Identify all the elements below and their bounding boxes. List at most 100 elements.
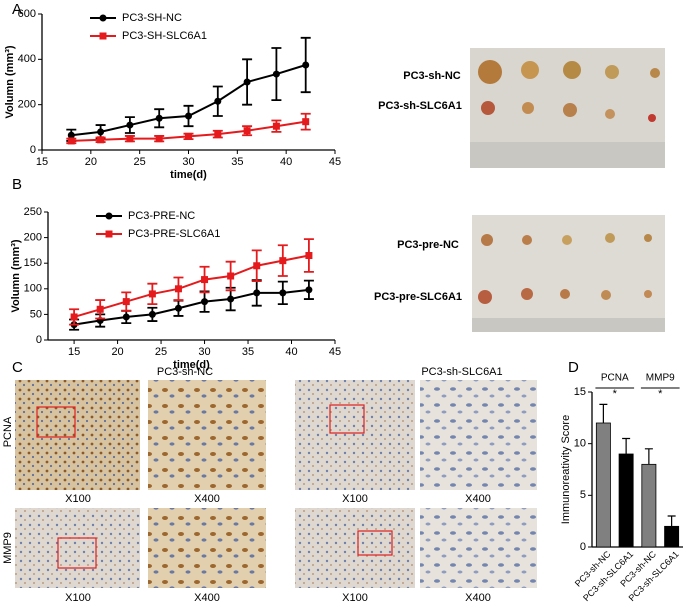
marker [67, 137, 75, 145]
marker [214, 130, 222, 138]
marker [302, 61, 310, 69]
y-axis-label: Volumn (mm³) [10, 239, 22, 312]
y-tick-label: 400 [18, 53, 36, 65]
marker [126, 121, 134, 129]
y-axis-label: Immunoreativity Score [560, 415, 572, 524]
y-tick-label: 600 [18, 8, 36, 20]
marker [305, 286, 313, 294]
marker [97, 136, 105, 144]
marker [214, 97, 222, 105]
magnification: X100 [65, 493, 91, 505]
y-tick-label: 200 [24, 232, 42, 244]
marker [253, 289, 261, 297]
legend-marker [105, 230, 113, 238]
row-label: MMP9 [2, 532, 14, 564]
x-tick-label: 35 [242, 346, 254, 358]
x-tick-label: 30 [182, 156, 194, 168]
x-axis-label: time(d) [173, 359, 210, 371]
marker [201, 276, 209, 284]
photo-label: PC3-sh-NC [403, 70, 461, 82]
column-label: PC3-sh-SLC6A1 [421, 366, 502, 378]
bar [641, 463, 657, 548]
y-tick-label: 5 [580, 489, 586, 501]
magnification: X100 [65, 592, 91, 604]
legend-marker [99, 14, 107, 22]
significance-mark: * [658, 388, 663, 400]
marker [272, 122, 280, 130]
x-tick-label: 45 [329, 156, 341, 168]
legend-marker [105, 212, 113, 220]
y-tick-label: 150 [24, 257, 42, 269]
marker [243, 78, 251, 86]
marker [148, 290, 156, 298]
y-tick-label: 250 [24, 206, 42, 218]
marker [70, 313, 78, 321]
photo-label: PC3-sh-SLC6A1 [378, 100, 462, 112]
y-tick-label: 15 [574, 386, 586, 398]
marker [201, 298, 209, 306]
marker [148, 310, 156, 318]
panel-label: A [12, 1, 22, 18]
series-line [73, 254, 310, 318]
marker [185, 132, 192, 140]
marker [97, 128, 105, 136]
marker [272, 70, 280, 78]
x-axis-label: time(d) [170, 169, 207, 181]
y-tick-label: 0 [36, 334, 42, 346]
error-bar [644, 448, 653, 465]
group-label: PCNA [601, 373, 629, 384]
marker [185, 112, 192, 120]
y-axis-label: Volumn (mm³) [4, 45, 16, 118]
magnification: X400 [194, 592, 220, 604]
magnification: X400 [465, 592, 491, 604]
x-tick-label: 35 [231, 156, 243, 168]
tumor-photo [472, 215, 665, 332]
y-tick-label: 200 [18, 99, 36, 111]
y-tick-label: 50 [30, 308, 42, 320]
x-tick-label: 20 [111, 346, 123, 358]
x-tick-label: 40 [280, 156, 292, 168]
row-label: PCNA [2, 416, 14, 447]
bar [618, 453, 634, 548]
magnification: X100 [342, 592, 368, 604]
marker [155, 114, 163, 122]
marker [67, 131, 75, 139]
marker [305, 252, 313, 260]
legend-label: PC3-SH-NC [122, 12, 182, 24]
marker [227, 295, 235, 303]
x-tick-label: 15 [36, 156, 48, 168]
legend-label: PC3-PRE-NC [128, 210, 195, 222]
photo-label: PC3-pre-NC [397, 239, 459, 251]
magnification: X100 [342, 493, 368, 505]
magnification: X400 [194, 493, 220, 505]
error-bar [622, 437, 631, 454]
legend-label: PC3-SH-SLC6A1 [122, 30, 207, 42]
y-tick-label: 10 [574, 438, 586, 450]
bar [595, 422, 611, 548]
error-bar [667, 515, 676, 527]
legend-marker [99, 32, 107, 40]
column-label: PC3-sh-NC [157, 366, 213, 378]
series-line [73, 288, 310, 326]
x-tick-label: 15 [68, 346, 80, 358]
x-tick-label: 30 [198, 346, 210, 358]
legend-label: PC3-PRE-SLC6A1 [128, 228, 220, 240]
panel-label: C [12, 359, 23, 376]
x-tick-label: 20 [85, 156, 97, 168]
tumor-photo [470, 48, 665, 168]
panel-label: B [12, 176, 22, 193]
marker [155, 135, 163, 143]
marker [122, 298, 130, 306]
significance-mark: * [613, 388, 618, 400]
group-label: MMP9 [646, 373, 675, 384]
marker [302, 118, 310, 126]
panel-label: D [568, 359, 579, 376]
marker [243, 127, 251, 135]
error-bar [599, 403, 608, 423]
marker [227, 272, 235, 280]
marker [279, 289, 287, 297]
y-tick-label: 100 [24, 283, 42, 295]
x-tick-label: 25 [134, 156, 146, 168]
marker [126, 135, 134, 143]
